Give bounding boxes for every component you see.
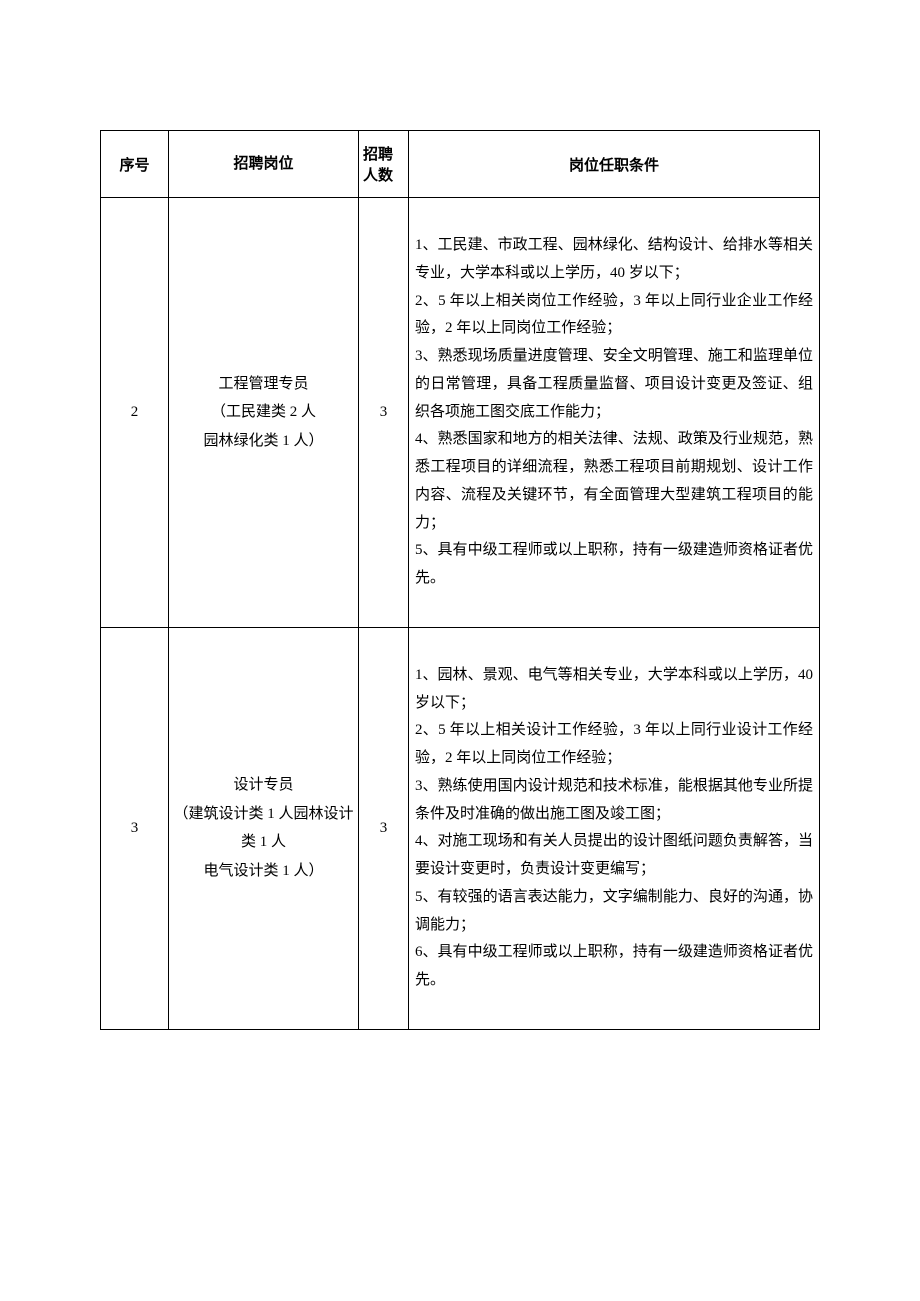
position-line: （建筑设计类 1 人园林设计类 1 人	[173, 800, 354, 857]
recruitment-table: 序号 招聘岗位 招聘人数 岗位任职条件 2 工程管理专员 （工民建类 2 人 园…	[100, 130, 820, 1030]
cell-count: 3	[359, 627, 409, 1029]
position-line: （工民建类 2 人	[173, 398, 354, 427]
position-line: 工程管理专员	[173, 370, 354, 399]
header-position: 招聘岗位	[169, 131, 359, 198]
header-requirements: 岗位任职条件	[409, 131, 820, 198]
cell-position: 设计专员 （建筑设计类 1 人园林设计类 1 人 电气设计类 1 人）	[169, 627, 359, 1029]
cell-seq: 2	[101, 198, 169, 628]
header-seq: 序号	[101, 131, 169, 198]
cell-count: 3	[359, 198, 409, 628]
table-header-row: 序号 招聘岗位 招聘人数 岗位任职条件	[101, 131, 820, 198]
position-line: 园林绿化类 1 人）	[173, 427, 354, 456]
position-line: 设计专员	[173, 771, 354, 800]
header-count: 招聘人数	[359, 131, 409, 198]
cell-seq: 3	[101, 627, 169, 1029]
cell-requirements: 1、园林、景观、电气等相关专业，大学本科或以上学历，40 岁以下；2、5 年以上…	[409, 627, 820, 1029]
table-row: 3 设计专员 （建筑设计类 1 人园林设计类 1 人 电气设计类 1 人） 3 …	[101, 627, 820, 1029]
cell-requirements: 1、工民建、市政工程、园林绿化、结构设计、给排水等相关专业，大学本科或以上学历，…	[409, 198, 820, 628]
position-line: 电气设计类 1 人）	[173, 857, 354, 886]
table-row: 2 工程管理专员 （工民建类 2 人 园林绿化类 1 人） 3 1、工民建、市政…	[101, 198, 820, 628]
cell-position: 工程管理专员 （工民建类 2 人 园林绿化类 1 人）	[169, 198, 359, 628]
